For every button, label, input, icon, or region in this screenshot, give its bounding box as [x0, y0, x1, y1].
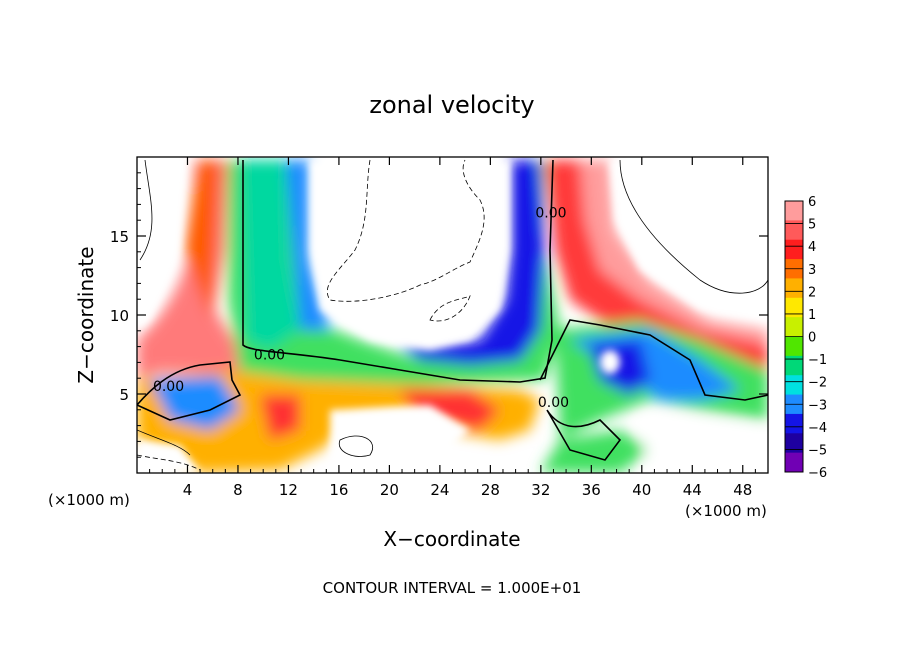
colorbar-label: 3: [808, 263, 816, 278]
x-tick-label: 40: [632, 481, 651, 499]
colorbar-label: 2: [808, 285, 816, 300]
colorbar-label: −4: [808, 421, 827, 436]
colorbar-swatch: [785, 375, 803, 396]
colorbar-swatch: [785, 433, 803, 454]
x-tick-label: 4: [183, 481, 193, 499]
x-tick-label: 36: [582, 481, 601, 499]
y-axis-ticks: 5 10 15: [110, 172, 768, 458]
x-tick-label: 48: [733, 481, 752, 499]
colorbar-swatch: [785, 239, 803, 260]
colorbar-label: −2: [808, 376, 827, 391]
x-tick-label: 8: [233, 481, 243, 499]
colorbar-label: 1: [808, 308, 816, 323]
colorbar-label: 0: [808, 331, 816, 346]
colorbar-swatch: [785, 317, 803, 337]
contour-interval-note: CONTOUR INTERVAL = 1.000E+01: [323, 579, 582, 597]
colorbar-label: 5: [808, 218, 816, 233]
colorbar: 6 5 4 3 2 1 0 −1 −2 −3 −4 −5 −6: [784, 195, 827, 481]
x-axis-label: X−coordinate: [383, 527, 520, 551]
y-tick-label: 15: [110, 228, 129, 246]
field-positive-left: [137, 160, 245, 378]
x-tick-label: 28: [481, 481, 500, 499]
y-tick-label: 10: [110, 307, 129, 325]
x-tick-label: 12: [279, 481, 298, 499]
colorbar-swatch: [785, 413, 803, 434]
colorbar-swatch: [785, 278, 803, 299]
colorbar-label: −5: [808, 443, 827, 458]
colorbar-label: −6: [808, 466, 827, 481]
colorbar-swatch: [785, 297, 803, 318]
chart-title: zonal velocity: [369, 91, 534, 119]
x-tick-label: 32: [531, 481, 550, 499]
colorbar-swatch: [785, 355, 803, 376]
x-tick-label: 16: [329, 481, 348, 499]
velocity-field: [137, 157, 768, 473]
contour-label: 0.00: [535, 205, 566, 221]
colorbar-label: −1: [808, 353, 827, 368]
x-axis-ticks: 4 8 12 16 20 24 28 32 36 40 44 48: [149, 157, 756, 499]
contour-label: 0.00: [538, 395, 569, 411]
contour-label: 0.00: [153, 379, 184, 395]
colorbar-swatch: [785, 452, 803, 473]
x-unit-left: (×1000 m): [48, 491, 130, 509]
x-tick-label: 44: [683, 481, 702, 499]
x-tick-label: 20: [380, 481, 399, 499]
colorbar-swatch: [785, 220, 803, 241]
colorbar-swatch: [785, 336, 803, 357]
contour-label: 0.00: [254, 348, 285, 364]
colorbar-swatch: [785, 201, 803, 221]
colorbar-label: 4: [808, 240, 816, 255]
x-unit-right: (×1000 m): [685, 502, 767, 520]
colorbar-label: 6: [808, 195, 816, 210]
x-tick-label: 24: [430, 481, 449, 499]
y-tick-label: 5: [119, 386, 129, 404]
colorbar-label: −3: [808, 398, 827, 413]
y-axis-label: Z−coordinate: [74, 246, 98, 383]
field-negative-center: [400, 160, 545, 365]
contour-labels: 0.00 0.00 0.00 0.00: [153, 205, 569, 411]
